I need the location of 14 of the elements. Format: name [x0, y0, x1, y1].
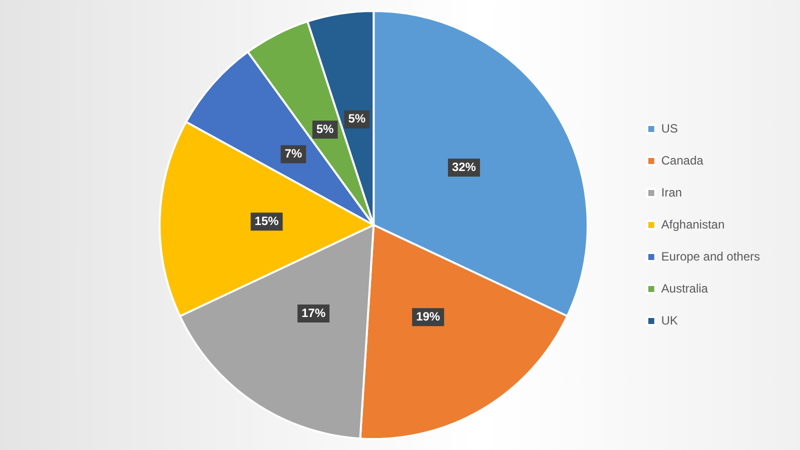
legend-label: Europe and others	[661, 249, 760, 264]
legend-label: Australia	[661, 281, 708, 296]
legend-label: Canada	[661, 153, 704, 168]
legend-label: UK	[661, 313, 678, 328]
data-label: 17%	[301, 306, 326, 320]
data-label: 19%	[416, 309, 440, 324]
data-label: 15%	[254, 214, 280, 228]
data-label: 5%	[316, 122, 334, 136]
data-label: 5%	[348, 112, 366, 126]
legend-label: US	[661, 121, 678, 136]
legend-label: Afghanistan	[661, 217, 725, 232]
legend-label: Iran	[661, 185, 682, 200]
data-label: 7%	[284, 146, 302, 161]
data-label: 32%	[452, 160, 476, 174]
